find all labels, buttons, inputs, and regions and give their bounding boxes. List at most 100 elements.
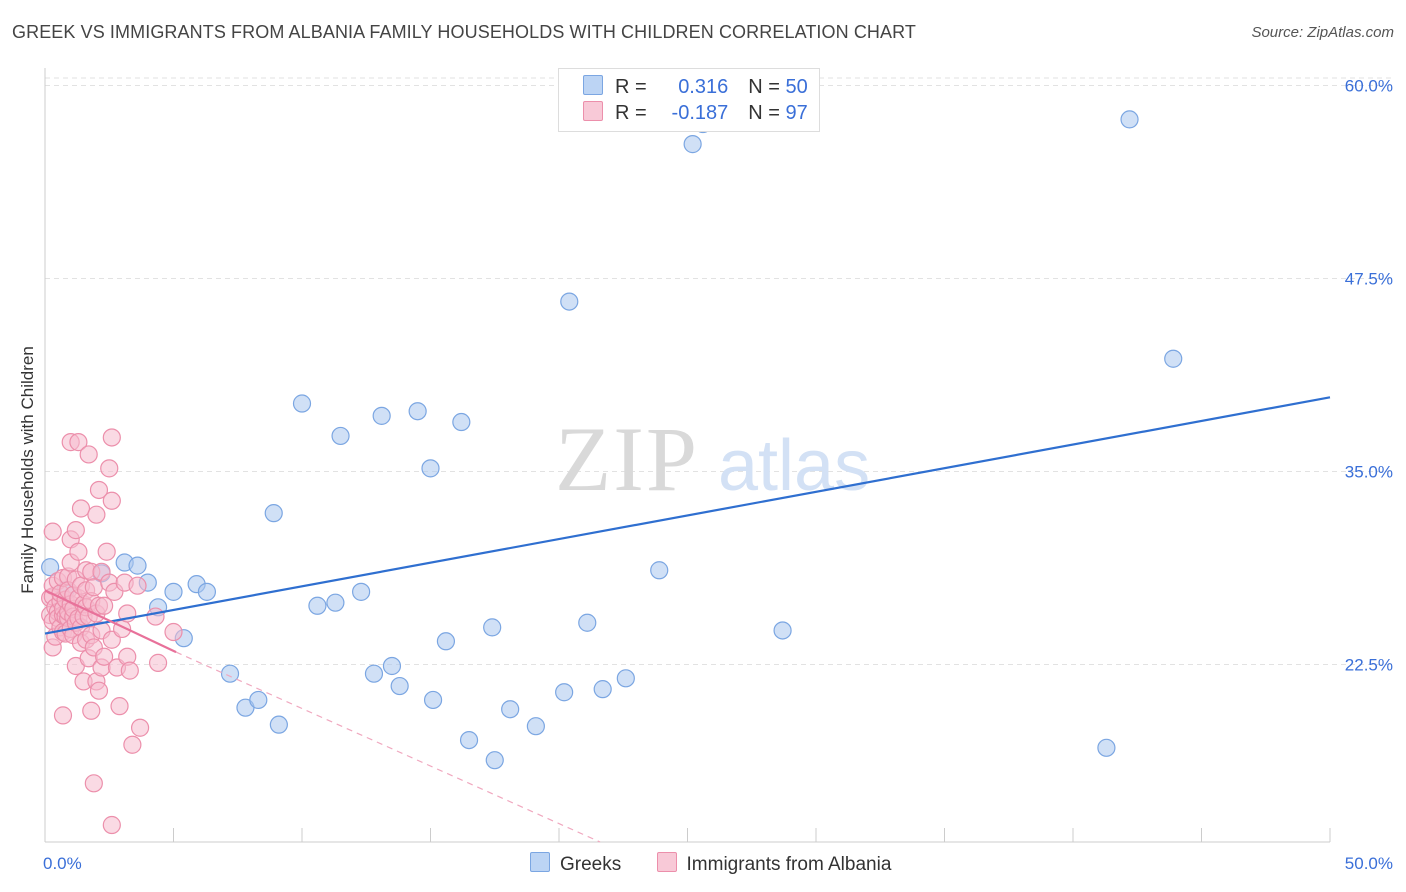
legend-item-albania[interactable]: Immigrants from Albania <box>656 852 892 876</box>
point-greeks <box>408 402 427 421</box>
y-tick-label: 47.5% <box>1345 269 1393 288</box>
point-albania <box>164 622 183 642</box>
point-greeks <box>308 596 327 615</box>
watermark: ZIP atlas <box>555 408 870 510</box>
point-albania <box>84 774 103 793</box>
point-albania <box>123 735 142 754</box>
trend-line-greeks <box>44 396 1331 635</box>
point-albania <box>120 661 139 680</box>
point-albania <box>53 706 73 725</box>
point-greeks <box>501 700 520 719</box>
point-greeks <box>555 683 574 702</box>
point-greeks <box>249 690 268 710</box>
legend-r-value: 0.316 <box>678 76 729 98</box>
point-albania <box>130 718 150 737</box>
point-albania <box>102 491 121 510</box>
x-tick-label-min: 0.0% <box>43 854 82 873</box>
point-greeks <box>593 680 612 699</box>
point-albania <box>148 653 168 672</box>
point-albania <box>87 505 106 524</box>
point-greeks <box>269 715 288 734</box>
legend-n-label: N = <box>748 76 780 98</box>
legend-r-label: R = <box>615 102 647 124</box>
legend-swatch-greeks <box>583 75 603 95</box>
point-greeks <box>436 632 456 651</box>
trend-line-albania <box>44 589 177 654</box>
grid-lines <box>45 77 1392 665</box>
correlation-legend: R = 0.316 N = 50 R = -0.187 N = 97 <box>558 68 820 132</box>
point-greeks <box>197 582 217 601</box>
legend-label-albania: Immigrants from Albania <box>686 854 892 875</box>
point-albania <box>95 647 114 666</box>
point-greeks <box>578 613 597 632</box>
point-albania <box>95 596 114 615</box>
point-albania <box>97 542 116 561</box>
point-greeks <box>352 582 371 601</box>
legend-n-value: 50 <box>785 76 808 98</box>
legend-r-label: R = <box>615 76 647 98</box>
point-greeks <box>1164 349 1183 368</box>
point-greeks <box>683 135 702 154</box>
legend-swatch-greeks <box>530 852 550 872</box>
legend-r-value: -0.187 <box>671 102 729 124</box>
point-greeks <box>164 582 183 601</box>
legend-swatch-albania <box>656 852 677 872</box>
legend-row-albania: R = -0.187 N = 97 <box>583 101 808 125</box>
point-greeks <box>220 664 240 683</box>
point-albania <box>102 815 121 835</box>
legend-item-greeks[interactable]: Greeks <box>530 852 621 876</box>
point-albania <box>79 445 98 464</box>
y-tick-label: 60.0% <box>1345 76 1393 95</box>
point-greeks <box>390 676 409 696</box>
point-greeks <box>459 730 479 750</box>
point-greeks <box>292 394 312 413</box>
point-albania <box>89 681 109 700</box>
trend-lines <box>44 396 1331 843</box>
point-albania <box>69 433 88 452</box>
point-greeks <box>423 690 443 710</box>
y-tick-labels: 22.5% 35.0% 47.5% 60.0% <box>1345 76 1393 674</box>
point-greeks <box>483 618 502 637</box>
y-axis-label: Family Households with Children <box>18 346 37 594</box>
point-albania <box>43 522 62 541</box>
y-tick-label: 35.0% <box>1345 462 1393 481</box>
point-albania <box>84 578 103 597</box>
legend-n-label: N = <box>748 102 780 124</box>
point-albania <box>89 480 109 500</box>
point-greeks <box>560 292 579 311</box>
point-greeks <box>650 561 669 580</box>
point-greeks <box>372 406 391 425</box>
x-tick-labels: 0.0% 50.0% <box>43 854 1393 873</box>
legend-label-greeks: Greeks <box>560 854 622 875</box>
point-albania <box>69 542 88 561</box>
point-greeks <box>773 621 792 640</box>
point-greeks <box>326 593 345 612</box>
point-albania <box>102 428 121 447</box>
series-legend: Greeks Immigrants from Albania <box>530 852 921 876</box>
point-albania <box>82 701 101 720</box>
point-greeks <box>421 459 440 478</box>
point-greeks <box>331 426 350 446</box>
point-albania <box>146 607 165 626</box>
point-greeks <box>1097 738 1116 757</box>
legend-swatch-albania <box>583 101 603 121</box>
x-tick-label-max: 50.0% <box>1345 854 1393 873</box>
point-albania <box>71 499 91 518</box>
point-greeks <box>616 669 635 688</box>
point-greeks <box>1120 110 1139 129</box>
point-greeks <box>264 504 283 523</box>
point-greeks <box>41 558 60 577</box>
point-greeks <box>382 656 402 676</box>
point-greeks <box>128 556 147 575</box>
point-albania <box>110 697 129 716</box>
legend-row-greeks: R = 0.316 N = 50 <box>583 75 808 99</box>
legend-n-value: 97 <box>785 102 808 124</box>
point-albania <box>100 459 119 478</box>
chart-title: GREEK VS IMMIGRANTS FROM ALBANIA FAMILY … <box>12 22 917 42</box>
y-tick-label: 22.5% <box>1345 655 1393 674</box>
chart-source: Source: ZipAtlas.com <box>1251 24 1394 41</box>
point-greeks <box>364 664 384 683</box>
watermark-atlas: atlas <box>718 426 870 506</box>
point-greeks <box>526 717 545 736</box>
